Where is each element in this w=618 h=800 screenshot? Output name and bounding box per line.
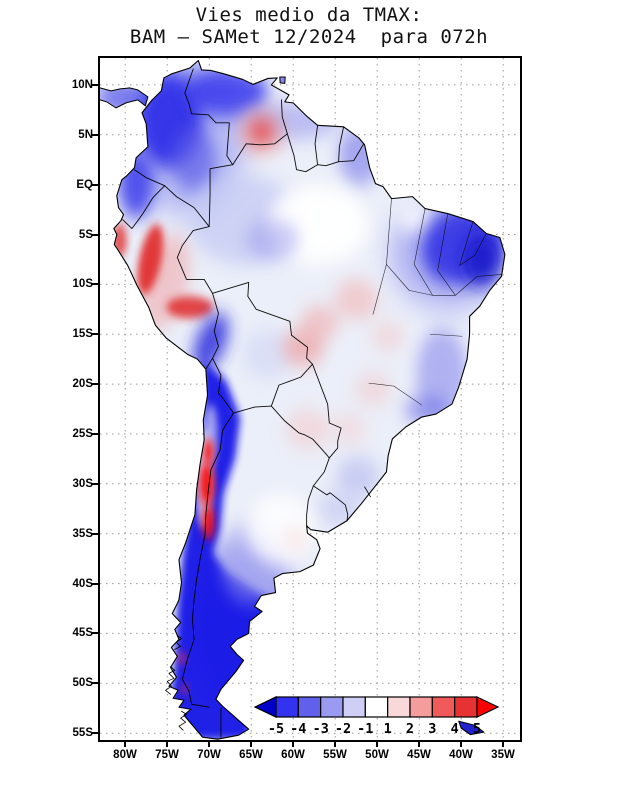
colorbar-box bbox=[342, 696, 366, 718]
colorbar-box bbox=[454, 696, 478, 718]
colorbar-box bbox=[275, 696, 299, 718]
axis-tick bbox=[292, 740, 294, 747]
colorbar-arrow-right bbox=[476, 696, 500, 718]
axis-tick bbox=[91, 234, 98, 236]
axis-tick bbox=[502, 740, 504, 747]
axis-tick bbox=[124, 740, 126, 747]
axis-tick bbox=[91, 732, 98, 734]
lat-label-30s: 30S bbox=[72, 478, 93, 490]
axis-tick bbox=[91, 433, 98, 435]
lat-label-15s: 15S bbox=[72, 328, 93, 340]
axis-tick bbox=[91, 184, 98, 186]
colorbar-arrow-left bbox=[253, 696, 277, 718]
colorbar-label: 3 bbox=[428, 721, 436, 737]
colorbar-label: 4 bbox=[451, 721, 459, 737]
lat-label-5n: 5N bbox=[78, 129, 93, 141]
axis-tick bbox=[166, 740, 168, 747]
lon-label-40w: 40W bbox=[449, 749, 473, 761]
lat-label-5s: 5S bbox=[78, 229, 93, 241]
colorbar-box bbox=[364, 696, 389, 718]
lon-label-50w: 50W bbox=[365, 749, 389, 761]
axis-tick bbox=[460, 740, 462, 747]
axis-tick bbox=[334, 740, 336, 747]
lat-label-10s: 10S bbox=[72, 278, 93, 290]
map-svg: -5 -4 -3 -2 -1 1 2 3 4 5 bbox=[100, 58, 520, 740]
island-south-georgia bbox=[459, 721, 484, 734]
colorbar-box bbox=[387, 696, 411, 718]
colorbar-box bbox=[320, 696, 344, 718]
axis-tick bbox=[376, 740, 378, 747]
colorbar-label: -4 bbox=[290, 721, 306, 737]
colorbar-label: 2 bbox=[406, 721, 414, 737]
colorbar-box bbox=[409, 696, 433, 718]
lat-label-50s: 50S bbox=[72, 677, 93, 689]
axis-tick bbox=[91, 383, 98, 385]
axis-tick bbox=[91, 632, 98, 634]
colorbar-label: -3 bbox=[313, 721, 329, 737]
axis-tick bbox=[91, 682, 98, 684]
coastline-panama bbox=[100, 88, 148, 108]
axis-tick bbox=[91, 333, 98, 335]
colorbar-label: 1 bbox=[384, 721, 392, 737]
colorbar-label: -1 bbox=[357, 721, 373, 737]
lat-label-55s: 55S bbox=[72, 727, 93, 739]
lon-label-45w: 45W bbox=[407, 749, 431, 761]
axis-tick bbox=[418, 740, 420, 747]
axis-tick bbox=[91, 483, 98, 485]
axis-tick bbox=[91, 84, 98, 86]
axis-tick bbox=[250, 740, 252, 747]
colorbar-label: -5 bbox=[268, 721, 284, 737]
lat-label-45s: 45S bbox=[72, 627, 93, 639]
country-borders bbox=[123, 69, 364, 737]
colorbar-label: -2 bbox=[335, 721, 351, 737]
lat-label-40s: 40S bbox=[72, 578, 93, 590]
axis-tick bbox=[208, 740, 210, 747]
lon-label-65w: 65W bbox=[239, 749, 263, 761]
colorbar-label: 5 bbox=[473, 721, 481, 737]
page-title: Vies medio da TMAX: bbox=[195, 4, 423, 26]
lon-label-55w: 55W bbox=[323, 749, 347, 761]
axis-tick bbox=[91, 134, 98, 136]
axis-tick bbox=[91, 583, 98, 585]
lat-label-eq: EQ bbox=[76, 179, 93, 191]
lon-label-80w: 80W bbox=[113, 749, 137, 761]
fjord-details bbox=[166, 487, 371, 730]
plot-frame: -5 -4 -3 -2 -1 1 2 3 4 5 bbox=[98, 56, 522, 742]
lat-label-35s: 35S bbox=[72, 528, 93, 540]
axis-tick bbox=[91, 283, 98, 285]
page-subtitle: BAM – SAMet 12/2024 para 072h bbox=[129, 26, 489, 48]
colorbar: -5 -4 -3 -2 -1 1 2 3 4 5 bbox=[253, 696, 500, 737]
lon-label-70w: 70W bbox=[197, 749, 221, 761]
axis-tick bbox=[91, 533, 98, 535]
lon-label-60w: 60W bbox=[281, 749, 305, 761]
lat-label-10n: 10N bbox=[71, 79, 93, 91]
colorbar-box bbox=[431, 696, 456, 718]
coastline-trinidad bbox=[280, 77, 285, 83]
coastline-south-america bbox=[114, 60, 505, 739]
bias-shading-field bbox=[100, 60, 505, 740]
lon-label-75w: 75W bbox=[155, 749, 179, 761]
lat-label-25s: 25S bbox=[72, 428, 93, 440]
colorbar-box bbox=[297, 696, 322, 718]
lon-label-35w: 35W bbox=[491, 749, 515, 761]
lat-label-20s: 20S bbox=[72, 378, 93, 390]
state-borders-brazil bbox=[369, 199, 502, 405]
